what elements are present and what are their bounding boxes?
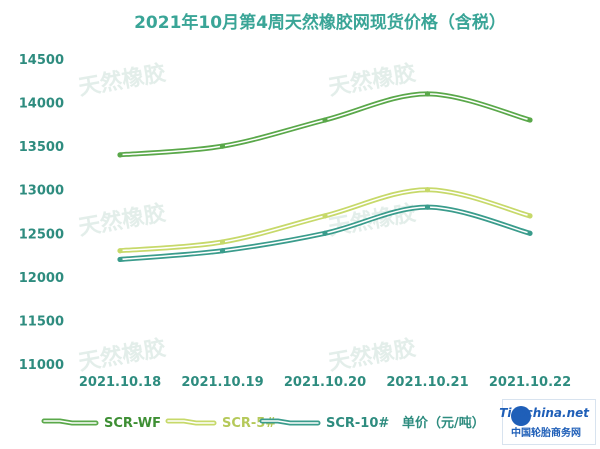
series-line-scr-5 bbox=[117, 187, 533, 254]
data-point-scr-wf-1 bbox=[219, 143, 226, 149]
svg-text:天然橡胶: 天然橡胶 bbox=[77, 335, 168, 376]
y-tick-label: 12500 bbox=[19, 227, 64, 242]
unit-label: 单价（元/吨） bbox=[402, 415, 485, 431]
data-point-scr-10-1 bbox=[219, 248, 226, 254]
legend: SCR-WF SCR-5# SCR-10# 单价（元/吨） bbox=[41, 415, 485, 431]
y-axis-ticks: 11000 11500 12000 12500 13000 13500 14000 14500 bbox=[19, 53, 64, 373]
chart-title: 2021年10月第4周天然橡胶网现货价格（含税） bbox=[134, 12, 506, 33]
tirechina-logo: Tirechina.net 中国轮胎商务网 bbox=[499, 399, 596, 445]
x-tick-label: 2021.10.20 bbox=[284, 375, 366, 390]
x-tick-label: 2021.10.21 bbox=[386, 375, 468, 390]
data-point-scr-5-0 bbox=[117, 248, 123, 254]
y-tick-label: 14500 bbox=[19, 53, 64, 68]
svg-text:天然橡胶: 天然橡胶 bbox=[327, 335, 418, 376]
y-tick-label: 12000 bbox=[19, 271, 64, 286]
svg-text:天然橡胶: 天然橡胶 bbox=[77, 200, 168, 241]
y-tick-label: 13000 bbox=[19, 184, 64, 199]
data-point-scr-wf-4 bbox=[527, 117, 533, 123]
legend-label-scr-wf: SCR-WF bbox=[104, 416, 161, 431]
x-axis-ticks: 2021.10.18 2021.10.19 2021.10.20 2021.10.21… bbox=[79, 375, 571, 390]
svg-text:天然橡胶: 天然橡胶 bbox=[77, 60, 168, 101]
data-point-scr-10-4 bbox=[527, 230, 533, 236]
data-point-scr-5-3 bbox=[424, 187, 431, 193]
data-point-scr-wf-0 bbox=[117, 152, 123, 158]
legend-label-scr-10: SCR-10# bbox=[326, 416, 389, 431]
data-point-scr-10-0 bbox=[117, 256, 123, 263]
x-tick-label: 2021.10.19 bbox=[181, 375, 263, 390]
series-line-scr-wf bbox=[117, 91, 533, 158]
logo-mark-icon bbox=[511, 406, 531, 426]
data-point-scr-10-3 bbox=[424, 204, 431, 210]
y-tick-label: 14000 bbox=[19, 97, 64, 112]
data-point-scr-wf-2 bbox=[322, 117, 328, 123]
data-point-scr-5-1 bbox=[219, 239, 226, 245]
x-tick-label: 2021.10.18 bbox=[79, 375, 161, 390]
y-tick-label: 11500 bbox=[19, 314, 64, 329]
y-tick-label: 13500 bbox=[19, 140, 64, 155]
legend-entry-scr-10: SCR-10# bbox=[259, 416, 389, 431]
data-point-scr-10-2 bbox=[322, 230, 328, 236]
data-point-scr-wf-3 bbox=[424, 91, 431, 97]
data-point-scr-5-4 bbox=[527, 213, 533, 219]
data-point-scr-5-2 bbox=[322, 213, 328, 219]
y-tick-label: 11000 bbox=[19, 358, 64, 373]
legend-entry-scr-wf: SCR-WF bbox=[41, 416, 161, 431]
logo-subtitle: 中国轮胎商务网 bbox=[511, 428, 581, 439]
series-layer bbox=[117, 91, 533, 263]
logo-name: Tirechina.net bbox=[499, 406, 589, 420]
legend-entry-scr-5: SCR-5# bbox=[165, 416, 276, 431]
x-tick-label: 2021.10.22 bbox=[489, 375, 571, 390]
